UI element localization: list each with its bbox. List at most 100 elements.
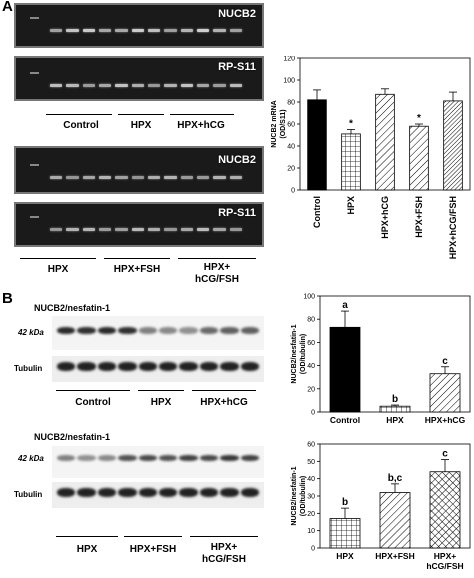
blot-bottom-nucb2 — [52, 446, 264, 478]
blot-band — [97, 487, 117, 497]
bar — [409, 125, 429, 191]
blot-top-tubulin-label: Tubulin — [14, 364, 43, 373]
gel-rps11-bottom-label: RP-S11 — [218, 207, 256, 219]
gel-band — [50, 228, 63, 231]
blot-top-group-hpx: HPX — [150, 397, 172, 408]
category-label: HPX+hCG — [425, 415, 466, 425]
ladder-band — [30, 216, 39, 218]
blot-band — [138, 455, 157, 461]
blot-top-underline-hpx — [138, 390, 184, 391]
y-tick-label: 0 — [311, 410, 315, 417]
gel-band — [115, 84, 128, 87]
gel-nucb2-bottom-label: NUCB2 — [218, 154, 256, 166]
gel-band — [115, 176, 128, 179]
gel-band — [99, 84, 112, 87]
gel-band — [66, 84, 79, 87]
gel-band — [66, 228, 79, 231]
blot-bottom-tubulin-label: Tubulin — [14, 490, 43, 499]
blot-bottom-group-hpxfsh: HPX+FSH — [129, 544, 177, 555]
blot-bottom-kda: 42 kDa — [18, 454, 44, 463]
blot-bottom-title: NUCB2/nesfatin-1 — [34, 432, 111, 442]
bar — [341, 133, 361, 191]
gel-band — [229, 176, 242, 179]
gel-band — [131, 176, 144, 179]
y-tick-label: 60 — [307, 442, 315, 449]
blot-band — [179, 326, 198, 334]
data-annotation: c — [442, 449, 448, 460]
blot-bottom-underline-hpxfsh — [124, 536, 182, 537]
blot-band — [199, 455, 219, 461]
gel-bottom-group-hpx: HPX — [47, 264, 69, 275]
bar — [443, 100, 463, 191]
gel-nucb2-top: NUCB2 — [14, 3, 264, 48]
blot-band — [77, 487, 96, 497]
gel-band — [82, 84, 95, 87]
blot-band — [220, 361, 239, 371]
gel-band — [131, 29, 144, 32]
gel-band — [50, 29, 63, 32]
gel-top-underline-hpx — [118, 114, 164, 115]
y-axis-label-line: (OD/S11) — [280, 109, 287, 138]
bar — [375, 93, 395, 191]
gel-nucb2-top-label: NUCB2 — [218, 8, 256, 20]
gel-rps11-top-label: RP-S11 — [218, 61, 256, 73]
gel-band — [148, 228, 161, 231]
data-annotation: * — [417, 113, 421, 124]
gel-top-underline-control — [46, 114, 112, 115]
blot-band — [77, 455, 96, 461]
y-tick-label: 0 — [291, 188, 295, 195]
ladder-band — [30, 164, 39, 166]
data-annotation: b — [392, 394, 398, 405]
category-label: HPX — [346, 196, 356, 215]
category-label: HPX — [386, 415, 404, 425]
gel-band — [164, 176, 177, 179]
category-label: hCG/FSH — [426, 561, 463, 571]
y-tick-label: 50 — [307, 459, 315, 466]
blot-band — [240, 326, 259, 334]
gel-band — [99, 228, 112, 231]
blot-band — [138, 326, 157, 334]
gel-band — [50, 176, 63, 179]
gel-band — [99, 29, 112, 32]
blot-band — [118, 487, 137, 497]
blot-band — [118, 455, 137, 461]
gel-band — [213, 176, 226, 179]
bar — [307, 99, 327, 191]
blot-band — [240, 487, 259, 497]
y-tick-label: 60 — [287, 122, 295, 129]
bar — [379, 405, 411, 413]
blot-top-group-control: Control — [75, 397, 111, 408]
blot-top-group-hpxhcg: HPX+hCG — [200, 397, 248, 408]
blot-band — [138, 487, 157, 497]
gel-band — [99, 176, 112, 179]
gel-bottom-underline-hpxfsh — [104, 258, 170, 259]
blot-band — [97, 361, 117, 371]
blot-top-title: NUCB2/nesfatin-1 — [34, 303, 111, 313]
blot-top-nucb2 — [52, 316, 264, 350]
gel-band — [115, 29, 128, 32]
blot-band — [118, 326, 137, 334]
gel-top-underline-hpxhcg — [170, 114, 234, 115]
y-axis-label: NUCB2/nesfatin-1 (OD/tubulin) — [291, 324, 307, 383]
y-tick-label: 40 — [307, 476, 315, 483]
gel-nucb2-bottom: NUCB2 — [14, 146, 264, 194]
blot-band — [220, 326, 239, 334]
blot-bottom-group-hcgfsh: hCG/FSH — [202, 554, 246, 565]
gel-band — [213, 84, 226, 87]
blot-band — [240, 455, 259, 461]
blot-band — [199, 326, 219, 334]
gel-top-group-control: Control — [63, 120, 99, 131]
blot-band — [179, 487, 198, 497]
gel-bottom-group-hpxplus: HPX+ — [203, 262, 231, 273]
gel-band — [148, 29, 161, 32]
blot-band — [159, 361, 178, 371]
blot-band — [220, 455, 239, 461]
blot-band — [159, 326, 178, 334]
blot-band — [57, 487, 76, 497]
y-axis-label-line: NUCB2/nesfatin-1 — [291, 466, 298, 525]
gel-band — [66, 29, 79, 32]
gel-band — [115, 228, 128, 231]
y-axis-label: NUCB2/nesfatin-1 (OD/tubulin) — [291, 466, 307, 525]
blot-band — [118, 361, 137, 371]
data-annotation: c — [442, 356, 448, 367]
